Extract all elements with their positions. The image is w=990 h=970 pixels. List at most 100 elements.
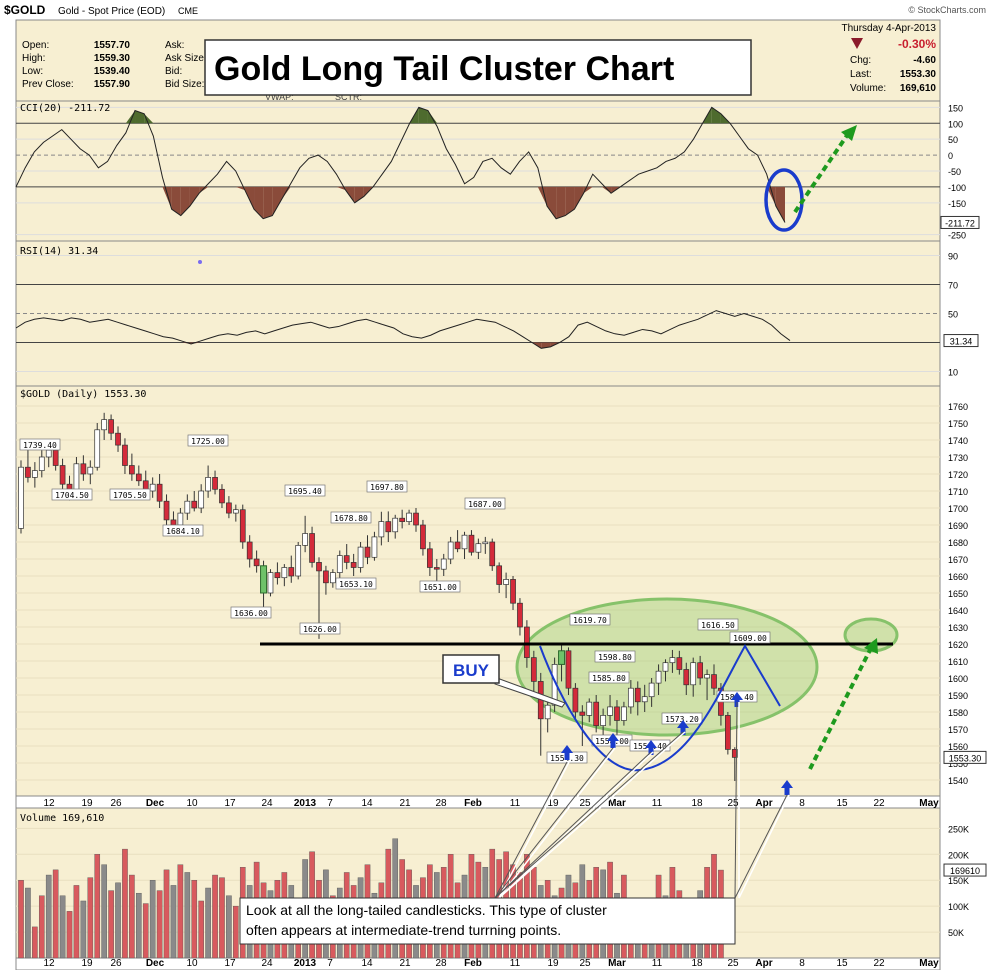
callout-pointer-highlight [498, 747, 616, 899]
candle-body [634, 687, 641, 703]
callout-pointer-highlight [498, 751, 654, 899]
x-tick-label: 11 [652, 798, 663, 809]
candle-body [697, 662, 703, 679]
cci-tick: -250 [948, 231, 966, 241]
price-label-box [51, 488, 93, 501]
candle-body [593, 701, 600, 726]
candle-body [614, 706, 620, 721]
price-label-box [335, 577, 377, 590]
candle-body [108, 419, 114, 434]
price-tick: 1630 [948, 623, 968, 633]
price-label-box [464, 497, 506, 510]
volume-bar [115, 882, 121, 959]
x-tick-label: 19 [81, 958, 93, 969]
candle-body [18, 466, 24, 529]
candle-body [343, 555, 350, 563]
candle-body [385, 521, 392, 533]
cci-oversold-fill [189, 186, 200, 206]
x-tick-label: 11 [652, 958, 663, 969]
candle-body [364, 546, 371, 558]
price-tick: 1620 [948, 640, 968, 650]
note-box [239, 897, 736, 945]
volume-bar [177, 864, 184, 959]
volume-bar [80, 900, 87, 959]
cci-overbought-fill [427, 110, 438, 124]
up-arrow-icon [731, 692, 743, 707]
candle-body [607, 706, 613, 716]
candle-body [129, 465, 135, 475]
volume-tick: 50K [948, 928, 964, 938]
stat-value: -4.60 [913, 55, 936, 66]
candle-body [725, 715, 731, 750]
cci-overbought-fill [711, 107, 721, 124]
price-tick: 1540 [948, 776, 968, 786]
candle-body [149, 483, 156, 492]
ohlc-value: 1559.30 [94, 53, 131, 64]
x-tick-label: 25 [727, 798, 739, 809]
volume-bar [142, 903, 149, 959]
volume-bar [38, 895, 45, 959]
cci-tick: 150 [948, 103, 963, 113]
callout-pointer-highlight [498, 731, 686, 899]
cci-line [15, 106, 786, 223]
candle-body [184, 500, 191, 514]
ohlc-value: 1557.70 [94, 40, 131, 51]
cci-tick: -100 [948, 183, 966, 193]
cci-tick: -150 [948, 199, 966, 209]
volume-bar [212, 874, 218, 959]
price-label-text: 1626.00 [303, 625, 337, 634]
candle-body [427, 548, 433, 568]
cci-oversold-fill [263, 186, 273, 219]
volume-tick: 100K [948, 902, 969, 912]
candle-body [517, 602, 523, 628]
candle-body [135, 473, 142, 482]
price-tick: 1660 [948, 572, 968, 582]
cci-oversold-fill [601, 186, 612, 194]
candle-body [544, 704, 551, 720]
price-label-text: 1695.40 [288, 487, 322, 496]
cci-last-value: -211.72 [945, 218, 975, 228]
rsi-line [15, 310, 791, 349]
candle-body [433, 567, 440, 570]
rsi-tick: 50 [948, 310, 958, 320]
candle-body [489, 541, 496, 567]
candle-body [704, 674, 710, 679]
x-tick-label: 7 [327, 958, 333, 969]
callout-pointer [494, 747, 614, 899]
price-tick: 1550 [948, 759, 968, 769]
cci-oversold-fill [556, 186, 566, 219]
candle-body [52, 449, 59, 466]
price-tick: 1670 [948, 555, 968, 565]
price-label-box [109, 488, 151, 501]
price-label-text: 1705.50 [113, 491, 147, 500]
candle-body [530, 657, 537, 682]
candle-body [267, 572, 274, 594]
candle-body [357, 546, 364, 568]
price-label-text: 1653.10 [339, 580, 373, 589]
candle-body [378, 521, 385, 538]
x-tick-label: 15 [836, 958, 848, 969]
candle-body [316, 562, 322, 572]
volume-last-value: 169610 [950, 866, 980, 876]
callout-pointer [734, 794, 788, 899]
candle-body [711, 674, 717, 689]
x-tick-label: Dec [146, 798, 165, 809]
candle-body [600, 715, 606, 726]
price-label-text: 1573.20 [665, 715, 699, 724]
candle-body [572, 687, 579, 713]
price-label-box [366, 480, 408, 493]
callout-pointer [494, 731, 684, 899]
pct-change: -0.30% [898, 37, 936, 51]
price-tick: 1710 [948, 487, 968, 497]
stat-value: 169,610 [900, 83, 937, 94]
price-label-box [284, 484, 326, 497]
candle-body [101, 419, 108, 431]
x-tick-label: 21 [399, 958, 411, 969]
cci-tick: -50 [948, 167, 961, 177]
quote-label: Bid: [165, 66, 182, 77]
up-arrow-icon [677, 720, 689, 735]
price-label: $GOLD (Daily) 1553.30 [20, 389, 146, 400]
cci-green-arrow [793, 129, 852, 214]
volume-bar [59, 895, 66, 959]
candle-body [32, 470, 38, 478]
